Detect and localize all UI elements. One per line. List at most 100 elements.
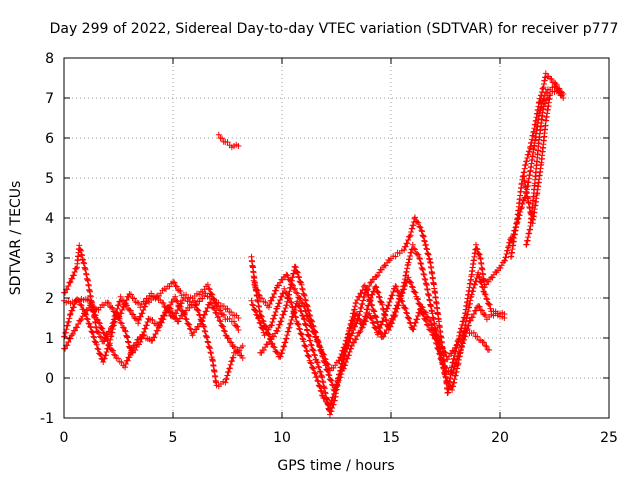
y-tick-label: 2: [45, 291, 54, 307]
data-point: [94, 329, 101, 335]
data-point: [552, 84, 559, 90]
data-point: [270, 333, 277, 340]
data-point: [216, 317, 223, 324]
data-point: [64, 322, 71, 329]
data-point: [540, 85, 547, 92]
data-point: [422, 309, 429, 316]
data-point: [115, 302, 122, 309]
data-point: [352, 323, 359, 330]
data-point: [450, 367, 457, 373]
data-point: [220, 303, 227, 310]
data-point: [305, 307, 312, 313]
data-point: [438, 356, 445, 363]
data-point: [315, 338, 322, 345]
data-point: [477, 307, 484, 314]
data-point: [66, 279, 73, 286]
data-point: [287, 320, 294, 327]
data-point: [377, 299, 384, 305]
data-point: [84, 307, 91, 314]
data-point: [427, 317, 434, 324]
data-point: [91, 334, 98, 341]
data-point: [109, 304, 116, 311]
data-point: [204, 305, 211, 311]
data-point: [475, 303, 482, 309]
data-point: [273, 349, 280, 355]
data-point: [344, 335, 351, 341]
data-point: [299, 286, 306, 293]
data-point: [330, 394, 337, 401]
data-point: [141, 332, 148, 338]
data-point: [272, 287, 279, 294]
data-point: [287, 321, 294, 328]
data-point: [314, 377, 321, 384]
data-point: [270, 343, 277, 350]
data-point: [233, 323, 240, 329]
data-point: [412, 289, 419, 296]
data-point: [366, 310, 373, 317]
data-point: [231, 318, 238, 325]
data-point: [259, 325, 266, 331]
data-point: [405, 274, 412, 281]
data-point: [112, 352, 119, 359]
data-point: [538, 89, 545, 95]
data-point: [423, 245, 430, 252]
data-point: [394, 302, 401, 309]
data-point: [142, 325, 149, 332]
data-point: [288, 299, 295, 306]
data-point: [316, 364, 323, 371]
data-point: [404, 314, 411, 321]
data-point: [234, 323, 241, 330]
data-point: [474, 246, 481, 253]
data-point: [75, 321, 82, 327]
data-point: [187, 325, 194, 332]
data-point: [406, 315, 413, 322]
data-point: [206, 345, 213, 352]
data-point: [423, 313, 430, 320]
data-point: [252, 282, 259, 289]
data-point: [227, 365, 234, 372]
data-point: [229, 358, 236, 365]
data-point: [172, 283, 179, 290]
data-point: [104, 345, 111, 352]
data-point: [148, 290, 155, 297]
data-point: [401, 283, 408, 289]
data-point: [337, 354, 344, 361]
data-point: [298, 281, 305, 288]
data-point: [365, 292, 372, 299]
data-point: [297, 330, 304, 337]
data-point: [385, 302, 392, 309]
data-point: [328, 408, 335, 415]
data-point: [299, 285, 306, 292]
data-point: [342, 359, 349, 365]
data-point: [398, 297, 405, 304]
data-point: [343, 337, 350, 344]
data-point: [401, 247, 408, 253]
data-point: [419, 228, 426, 235]
data-point: [98, 325, 105, 331]
data-point: [178, 300, 185, 307]
data-point: [284, 272, 291, 279]
data-point: [114, 305, 121, 312]
data-point: [292, 285, 299, 292]
data-point: [274, 328, 281, 335]
data-point: [368, 315, 375, 322]
data-point: [439, 344, 446, 351]
data-point: [302, 296, 309, 303]
data-point: [333, 384, 340, 391]
data-point: [364, 287, 371, 294]
data-point: [93, 341, 100, 348]
data-point: [359, 300, 366, 307]
data-point: [411, 323, 418, 329]
data-point: [518, 204, 525, 211]
data-point: [418, 303, 425, 310]
data-point: [415, 251, 422, 258]
data-point: [107, 336, 114, 343]
data-point: [203, 333, 210, 340]
data-point: [281, 308, 288, 315]
data-point: [143, 322, 150, 329]
data-point: [126, 307, 133, 313]
data-point: [235, 327, 242, 333]
data-point: [449, 387, 456, 393]
data-point: [417, 259, 424, 266]
data-point: [123, 333, 130, 340]
